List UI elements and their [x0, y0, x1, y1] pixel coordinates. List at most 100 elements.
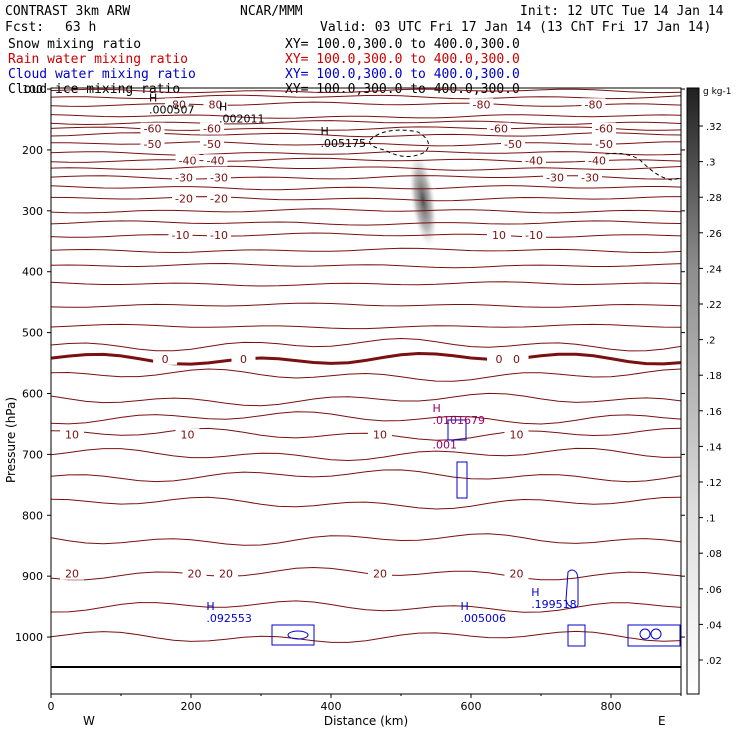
isotherm-label: 20 — [373, 568, 387, 581]
colorbar-tick-label: .02 — [706, 656, 722, 667]
isotherm-label: -30 — [175, 171, 193, 184]
isotherm-line — [51, 220, 681, 226]
x-tick-label: 400 — [321, 700, 342, 713]
field-name: Rain water mixing ratio — [8, 52, 188, 67]
colorbar-unit: g kg-1 — [703, 87, 731, 97]
y-tick-label: 300 — [22, 205, 43, 218]
isotherm-label-bg — [140, 122, 165, 135]
y-tick-label: 500 — [22, 327, 43, 340]
isotherm-label-bg — [203, 98, 228, 111]
extremum-value: .092553 — [206, 612, 252, 625]
isotherm-label-bg — [368, 567, 392, 580]
extremum-value: .005006 — [461, 612, 507, 625]
isotherm-label: -50 — [203, 138, 221, 151]
isotherm-line — [51, 120, 681, 126]
isotherm-label-bg — [214, 567, 238, 580]
isotherm-line — [51, 165, 681, 171]
isotherm-label: -80 — [585, 98, 603, 111]
isotherm-line — [51, 600, 681, 613]
extremum-mark: H — [219, 101, 227, 114]
isotherm-line — [51, 185, 681, 191]
isotherm-label-bg — [504, 428, 529, 441]
isotherm-line — [51, 351, 681, 366]
isotherm-label: -10 — [210, 229, 228, 242]
isotherm-label: -40 — [207, 154, 225, 167]
isotherm-line — [51, 427, 681, 441]
extremum-mark: L — [594, 46, 601, 59]
isotherm-label: -80 — [473, 98, 491, 111]
isotherm-label-bg — [140, 137, 165, 150]
isotherm-line — [51, 368, 681, 382]
colorbar-tick-label: .26 — [706, 229, 722, 240]
isotherm-label-bg — [207, 229, 231, 242]
y-tick-label: 400 — [22, 266, 43, 279]
isotherm-label: 10 — [373, 428, 387, 441]
colorbar-tick-label: .32 — [706, 122, 722, 133]
colorbar-tick-label: .3 — [706, 158, 716, 169]
y-tick-label: 800 — [22, 509, 43, 522]
isotherm-line — [51, 262, 681, 269]
extrema-labels: L-87.62L-88.73L-88.16L-88.13L-87.93L-87.… — [149, 46, 622, 625]
isotherm-line — [51, 533, 681, 546]
y-tick-label: 200 — [22, 144, 43, 157]
isotherm-line — [51, 114, 681, 119]
isotherm-line — [51, 247, 681, 254]
isotherm-line — [51, 101, 681, 107]
isotherm-line — [51, 157, 681, 163]
x-tick-label: 0 — [48, 700, 55, 713]
isotherm-label-bg — [578, 171, 602, 184]
isotherm-label: -60 — [490, 123, 508, 136]
extremum-value: -88.73 — [230, 62, 265, 75]
isotherm-label: 20 — [510, 568, 524, 581]
isotherm-label: -10 — [172, 229, 190, 242]
cloud-water-contour — [287, 630, 309, 640]
cloud-water-contour — [650, 628, 662, 640]
isotherm-label-bg — [60, 428, 84, 441]
colorbar-tick-label: .24 — [706, 264, 722, 275]
extremum-mark: L — [230, 50, 237, 63]
isotherm-label-bg — [501, 137, 525, 150]
isotherm-label: 0 — [496, 353, 503, 366]
x-tick-label: 800 — [601, 700, 622, 713]
isotherm-label-bg — [207, 192, 231, 205]
fcst-value: 63 h — [65, 20, 96, 35]
isotherm-label-bg — [165, 98, 189, 111]
isotherm-label: -40 — [179, 154, 197, 167]
isotherm-label-bg — [487, 122, 511, 135]
extremum-value: -87.93 — [541, 58, 576, 71]
colorbar-tick-label: .22 — [706, 300, 722, 311]
isotherm-label: -50 — [595, 138, 613, 151]
isotherm-label-bg — [585, 154, 609, 167]
extremum-value: .001 — [433, 438, 458, 451]
isotherm-label: 0 — [513, 353, 520, 366]
colorbar-tick-label: .2 — [706, 336, 716, 347]
extremum-mark: L — [272, 50, 279, 63]
extremum-mark: H — [531, 586, 539, 599]
isotherm-label: 10 — [510, 428, 524, 441]
field-section-xy: XY= 100.0,300.0 to 400.0,300.0 — [285, 67, 520, 82]
field-name: Snow mixing ratio — [8, 37, 141, 52]
isotherm-line — [51, 196, 681, 202]
y-tick-label: 1000 — [15, 631, 43, 644]
isotherm-label: -50 — [144, 138, 162, 151]
isotherm-label-bg — [522, 154, 546, 167]
isotherm-label: 20 — [188, 568, 202, 581]
extremum-value: .0101679 — [433, 414, 486, 427]
colorbar-ticks: .02 .04 .06 .08 .1 .12 .14 .16 .18 .2 .22 .24 .26 .28… — [699, 122, 722, 667]
extremum-mark: H — [433, 402, 441, 415]
y-tick-label: 100 — [22, 83, 43, 96]
isotherm-label: -10 — [525, 229, 543, 242]
isotherm-line — [51, 392, 681, 407]
isotherm-label-bg — [469, 98, 494, 111]
extremum-value: .000507 — [149, 103, 195, 116]
isotherm-line — [51, 88, 681, 94]
isotherm-label-bg — [172, 192, 196, 205]
isotherm-label: 10 — [181, 428, 195, 441]
colorbar-tick-label: .06 — [706, 585, 722, 596]
cloud-water-contour — [271, 624, 315, 646]
field-section-xy: XY= 100.0,300.0 to 400.0,300.0 — [285, 52, 520, 67]
isotherm-label: -40 — [525, 154, 543, 167]
isotherm-line — [51, 630, 681, 643]
extremum-value: -87.1 — [594, 58, 622, 71]
